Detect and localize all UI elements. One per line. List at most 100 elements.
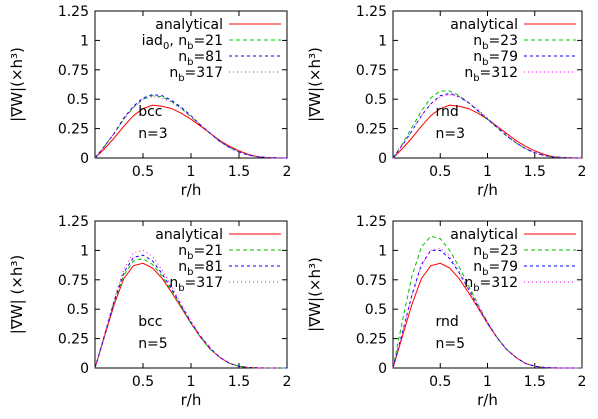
- y-tick-label: 0.5: [67, 302, 89, 318]
- panel-annotation: rnd: [436, 314, 459, 330]
- x-tick-label: 2: [283, 164, 292, 180]
- chart-panel-rnd-n5: 0 0.25 0.5 0.75 1 1.25 0.5 1 1.5 2 r/h |∇W|(×h³) ana…: [306, 214, 586, 409]
- x-axis-label: r/h: [477, 391, 498, 409]
- panel-annotation: bcc: [138, 314, 162, 330]
- y-tick-label: 0.75: [356, 273, 387, 289]
- y-tick-label: 0: [378, 151, 387, 167]
- legend-text: analytical: [450, 227, 518, 243]
- legend-text: , n: [169, 33, 187, 49]
- legend-text: =23: [488, 33, 518, 49]
- legend-label: nb=23: [473, 33, 518, 52]
- legend-text: =312: [480, 65, 518, 81]
- series-line-3: [392, 247, 582, 369]
- legend-label: nb=79: [473, 259, 518, 278]
- y-axis-label: |∇W|(×h³): [306, 47, 324, 122]
- x-tick-label: 1.5: [228, 164, 250, 180]
- y-tick-label: 0.75: [58, 63, 89, 79]
- y-tick-label: 0: [80, 151, 89, 167]
- legend-text: n: [178, 259, 187, 275]
- y-tick-label: 1: [80, 33, 89, 49]
- legend-label: nb=23: [473, 243, 518, 262]
- y-tick-label: 0: [80, 361, 89, 377]
- legend-subscript: b: [187, 41, 193, 52]
- legend-text: =312: [480, 275, 518, 291]
- x-tick-label: 2: [578, 164, 587, 180]
- legend-subscript: b: [187, 251, 193, 262]
- x-tick-label: 1.5: [524, 374, 546, 390]
- legend-text: n: [464, 65, 473, 81]
- plot-frame: [94, 10, 288, 159]
- y-tick-label: 0.25: [58, 332, 89, 348]
- legend-subscript: b: [482, 251, 488, 262]
- x-axis-label: r/h: [181, 391, 202, 409]
- chart-panel-rnd-n3: 0 0.25 0.5 0.75 1 1.25 0.5 1 1.5 2 r/h |∇W|(×h³) ana…: [306, 4, 586, 199]
- x-tick-label: 1: [187, 164, 196, 180]
- legend-text: =79: [488, 259, 518, 275]
- x-tick-label: 1: [483, 374, 492, 390]
- legend-label: nb=79: [473, 49, 518, 68]
- legend-text: n: [473, 49, 482, 65]
- legend-label: nb=317: [169, 65, 223, 84]
- legend-subscript: b: [473, 73, 479, 84]
- y-tick-label: 0.25: [356, 122, 387, 138]
- legend-text: =79: [488, 49, 518, 65]
- legend-label: analytical: [450, 17, 518, 33]
- legend-label: nb=21: [178, 243, 223, 262]
- legend-label: nb=81: [178, 49, 223, 68]
- legend-label: nb=317: [169, 275, 223, 294]
- y-axis-label: |∇W| (×h³): [8, 255, 26, 335]
- legend-text: =81: [193, 259, 223, 275]
- legend-text: =317: [185, 65, 223, 81]
- legend-text: n: [178, 243, 187, 259]
- series-line-0: [392, 104, 583, 159]
- y-tick-label: 0.5: [67, 92, 89, 108]
- panel-annotation: n=5: [436, 336, 466, 352]
- legend-text: iad: [142, 33, 163, 49]
- legend-label: nb=81: [178, 259, 223, 278]
- x-axis-label: r/h: [181, 181, 202, 199]
- y-tick-label: 1: [80, 243, 89, 259]
- legend-subscript: b: [482, 267, 488, 278]
- x-tick-label: 1: [187, 374, 196, 390]
- x-tick-label: 1: [483, 164, 492, 180]
- chart-panel-bcc-n3: 0 0.25 0.5 0.75 1 1.25 0.5 1 1.5 2 r/h |∇W|(×h³) ana…: [8, 4, 291, 199]
- x-tick-label: 1.5: [524, 164, 546, 180]
- legend-subscript: b: [473, 283, 479, 294]
- legend-label: nb=312: [464, 275, 518, 294]
- legend-text: =21: [193, 243, 223, 259]
- legend-subscript: b: [482, 41, 488, 52]
- x-tick-label: 0.5: [429, 374, 451, 390]
- legend-label: iad0, nb=21: [142, 33, 223, 52]
- y-tick-label: 0.25: [58, 122, 89, 138]
- y-tick-label: 1.25: [58, 4, 89, 20]
- y-axis-label: |∇W|(×h³): [8, 47, 26, 122]
- x-axis-label: r/h: [477, 181, 498, 199]
- legend-text: =21: [193, 33, 223, 49]
- series-line-2: [94, 254, 287, 369]
- y-tick-label: 0.75: [356, 63, 387, 79]
- x-tick-label: 0.5: [132, 374, 154, 390]
- panel-annotation: n=3: [138, 126, 168, 142]
- legend-subscript: 0: [163, 41, 169, 52]
- series-line-3: [94, 96, 288, 159]
- legend-subscript: b: [187, 57, 193, 68]
- x-tick-label: 0.5: [429, 164, 451, 180]
- legend-subscript: b: [482, 57, 488, 68]
- legend-text: =23: [488, 243, 518, 259]
- y-axis-label: |∇W|(×h³): [306, 257, 324, 332]
- legend-text: =317: [185, 275, 223, 291]
- panel-annotation: n=5: [138, 336, 168, 352]
- x-tick-label: 2: [283, 374, 292, 390]
- legend-text: analytical: [450, 17, 518, 33]
- legend-text: n: [473, 33, 482, 49]
- legend-subscript: b: [178, 283, 184, 294]
- panel-annotation: bcc: [138, 104, 162, 120]
- legend-text: n: [169, 275, 178, 291]
- y-tick-label: 1.25: [356, 214, 387, 230]
- y-tick-label: 0.5: [365, 302, 387, 318]
- chart-panel-bcc-n5: 0 0.25 0.5 0.75 1 1.25 0.5 1 1.5 2 r/h |∇W| (×h³) an…: [8, 214, 291, 409]
- series-line-0: [94, 104, 288, 159]
- legend-text: analytical: [155, 227, 223, 243]
- x-tick-label: 2: [578, 374, 587, 390]
- x-tick-label: 0.5: [132, 164, 154, 180]
